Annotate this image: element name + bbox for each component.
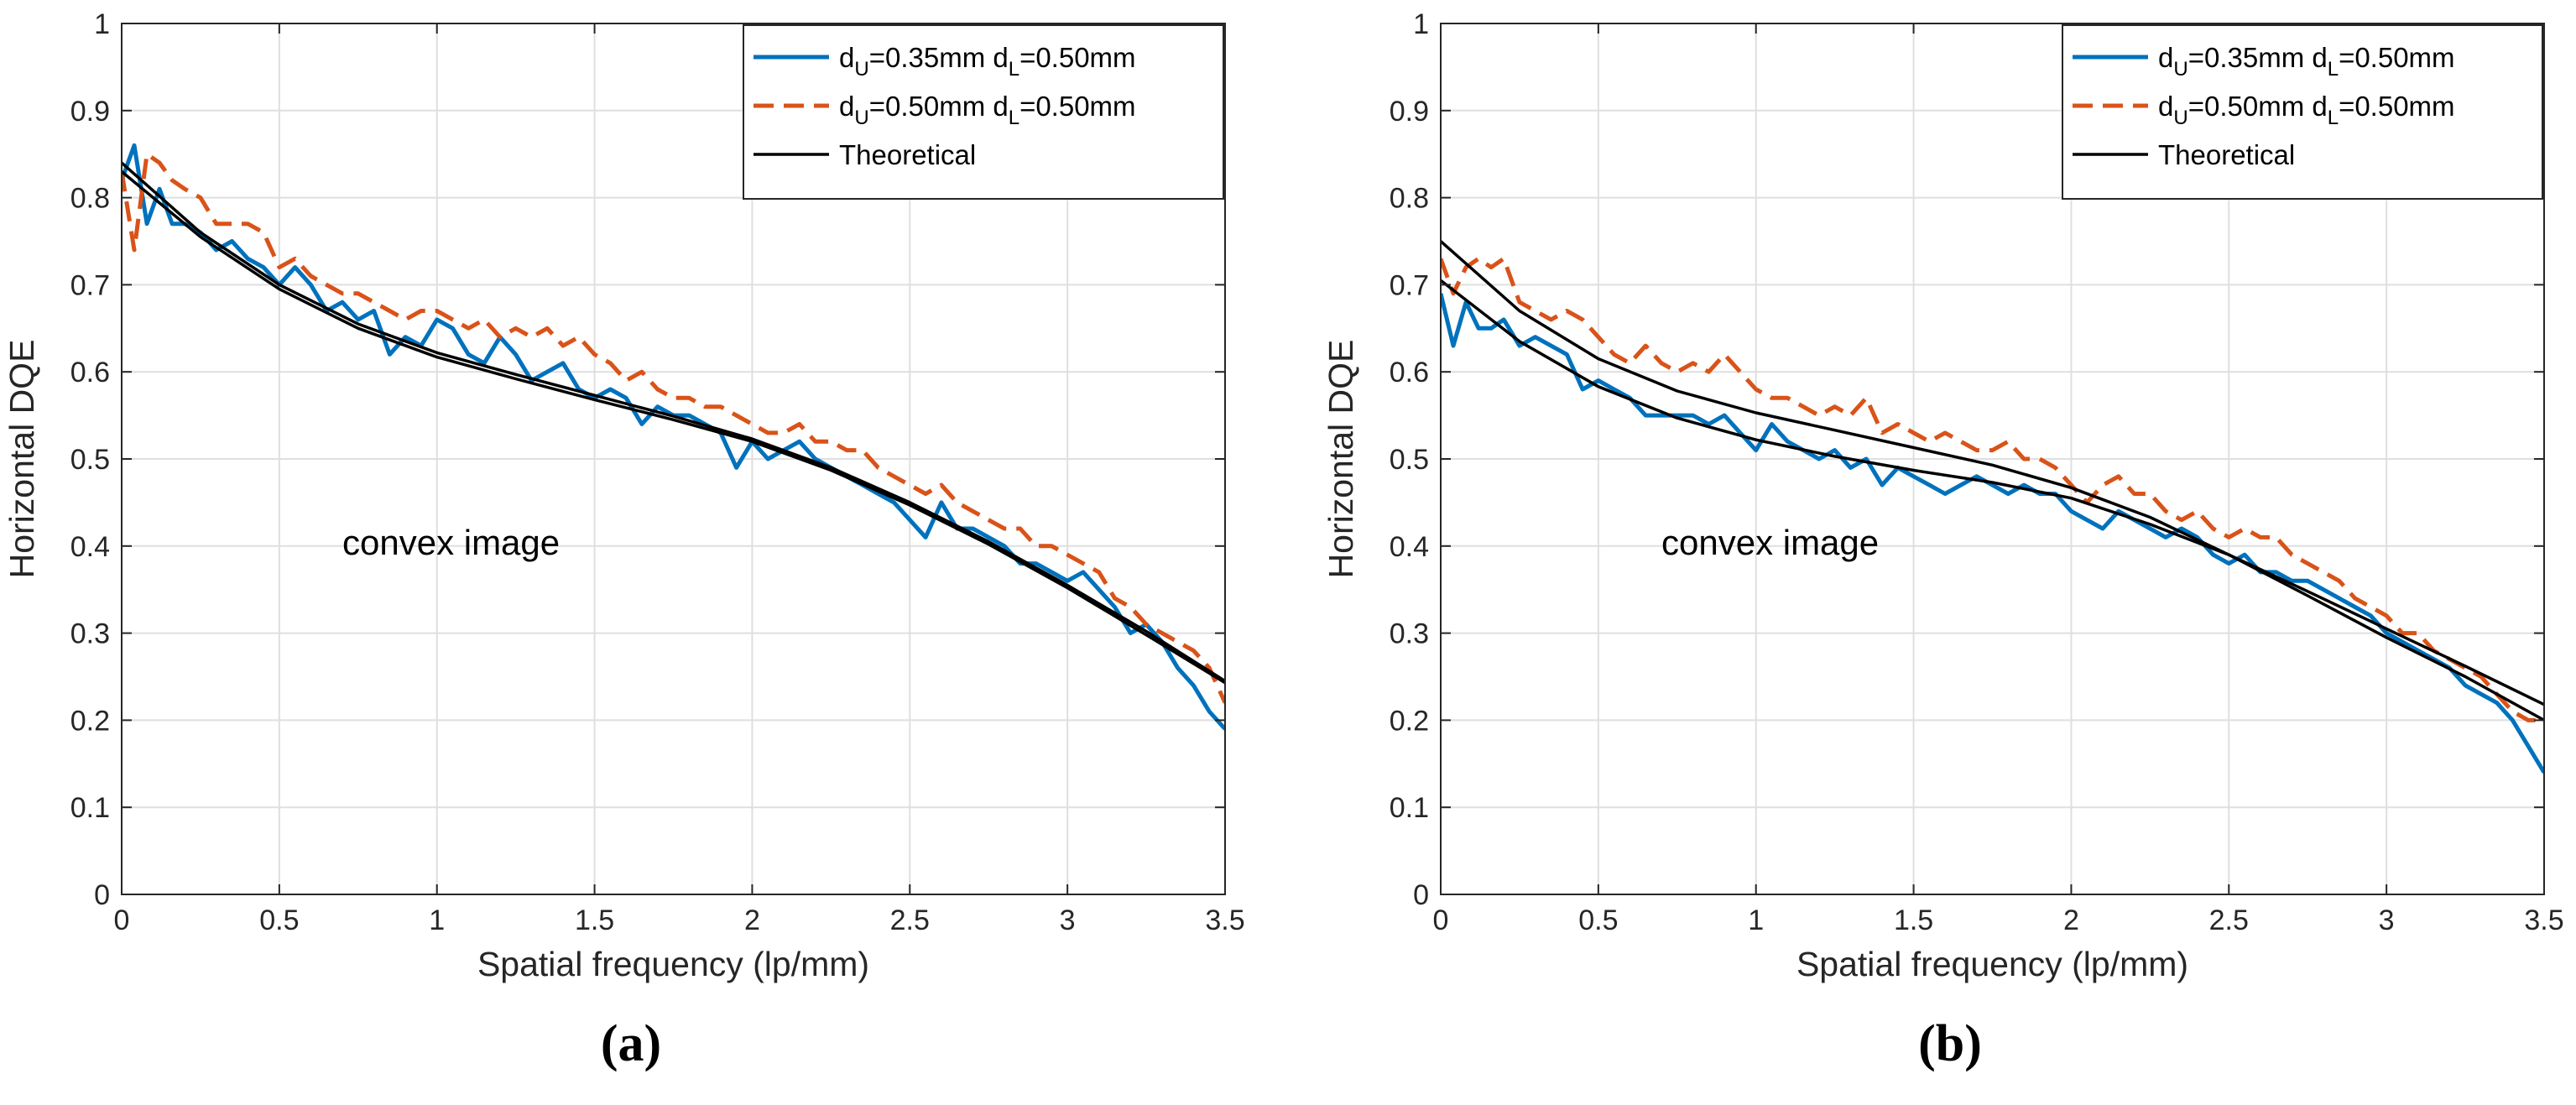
legend-box (743, 24, 1224, 200)
legend-entry: Theoretical (839, 139, 976, 170)
y-tick-label: 0.3 (70, 618, 110, 650)
legend: dU=0.35mm dL=0.50mm dU=0.50mm dL=0.50mm Th… (2062, 24, 2543, 200)
x-tick-label: 3.5 (2524, 904, 2563, 936)
x-axis-label: Spatial frequency (lp/mm) (477, 945, 869, 983)
y-axis-label: Horizontal DQE (1322, 340, 1360, 579)
series-line-theoretical (122, 170, 1225, 685)
y-tick-label: 0.1 (70, 792, 110, 824)
y-tick-label: 0.9 (1390, 96, 1429, 128)
x-tick-label: 0.5 (1578, 904, 1618, 936)
y-tick-label: 0.7 (70, 269, 110, 301)
legend: dU=0.35mm dL=0.50mm dU=0.50mm dL=0.50mm Th… (743, 24, 1224, 200)
y-tick-label: 0.8 (1390, 183, 1429, 215)
x-tick-label: 3 (1060, 904, 1076, 936)
panel-a: 0 0.5 1 1.5 2 2.5 3 3.5 0 0.1 0.2 0.3 0.4 0.5 0.6 0.7 0.… (3, 8, 1245, 1072)
legend-entry: dU=0.50mm dL=0.50mm (839, 91, 1136, 129)
y-tick-label: 0.5 (1390, 444, 1429, 476)
x-tick-label: 1 (429, 904, 445, 936)
y-tick-label: 0.8 (70, 183, 110, 215)
y-tick-label: 0.4 (70, 531, 110, 563)
series-line-theoretical (1441, 279, 2544, 706)
y-tick-label: 0.5 (70, 444, 110, 476)
x-tick-label: 0 (114, 904, 130, 936)
y-tick-label: 0.1 (1390, 792, 1429, 824)
x-tick-label: 1 (1748, 904, 1764, 936)
series-group (1441, 240, 2544, 774)
x-tick-label: 0.5 (259, 904, 299, 936)
panel-b: 0 0.5 1 1.5 2 2.5 3 3.5 0 0.1 0.2 0.3 0.4 0.5 0.6 0.7 0.… (1322, 8, 2564, 1072)
x-tick-label: 3.5 (1205, 904, 1244, 936)
series-line-theoretical (1441, 240, 2544, 722)
annotation-convex-image: convex image (342, 523, 560, 562)
y-tick-label: 0.9 (70, 96, 110, 128)
x-tick-label: 3 (2379, 904, 2395, 936)
x-tick-label: 1.5 (575, 904, 614, 936)
x-tick-label: 2 (2063, 904, 2079, 936)
panel-label: (a) (601, 1015, 661, 1072)
series-line-du035 (122, 143, 1225, 731)
annotation-convex-image: convex image (1661, 523, 1879, 562)
y-tick-label: 0 (1413, 879, 1429, 911)
y-tick-label: 1 (94, 8, 110, 40)
x-tick-label: 2 (744, 904, 760, 936)
x-axis-label: Spatial frequency (lp/mm) (1796, 945, 2188, 983)
series-line-du050 (122, 152, 1225, 704)
x-tick-label: 2.5 (2209, 904, 2249, 936)
legend-box (2062, 24, 2543, 200)
y-tick-label: 0.3 (1390, 618, 1429, 650)
y-tick-label: 0.4 (1390, 531, 1429, 563)
y-tick-label: 0.6 (70, 357, 110, 388)
x-tick-label: 1.5 (1894, 904, 1933, 936)
x-tick-label: 2.5 (890, 904, 930, 936)
y-tick-label: 0.7 (1390, 269, 1429, 301)
series-line-du050 (1441, 256, 2544, 722)
series-group (122, 143, 1225, 731)
y-tick-label: 0.2 (70, 705, 110, 737)
legend-entry: dU=0.50mm dL=0.50mm (2158, 91, 2455, 129)
panel-label: (b) (1918, 1015, 1982, 1072)
legend-entry: Theoretical (2158, 139, 2295, 170)
x-tick-label: 0 (1433, 904, 1449, 936)
legend-entry: dU=0.35mm dL=0.50mm (2158, 42, 2455, 81)
y-tick-label: 1 (1413, 8, 1429, 40)
y-tick-label: 0.6 (1390, 357, 1429, 388)
y-tick-label: 0 (94, 879, 110, 911)
series-line-theoretical (122, 161, 1225, 683)
legend-entry: dU=0.35mm dL=0.50mm (839, 42, 1136, 81)
y-axis-label: Horizontal DQE (3, 340, 41, 579)
y-tick-label: 0.2 (1390, 705, 1429, 737)
